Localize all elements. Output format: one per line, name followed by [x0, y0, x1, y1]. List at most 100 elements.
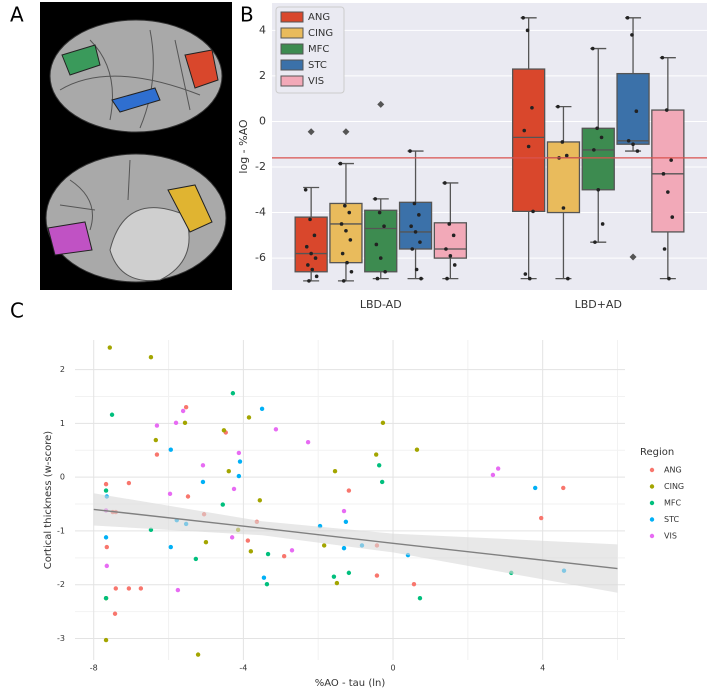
data-point [595, 126, 599, 131]
data-point [495, 466, 501, 471]
box [616, 72, 650, 145]
data-point [167, 491, 173, 497]
data-point [104, 544, 110, 550]
data-point [305, 439, 311, 445]
data-point [265, 551, 271, 557]
box [329, 202, 363, 264]
legend-marker [649, 500, 655, 506]
data-point [349, 269, 354, 274]
legend-marker [649, 517, 655, 522]
data-point [154, 452, 160, 457]
data-point [523, 272, 528, 276]
data-point [195, 652, 201, 657]
data-point [309, 251, 313, 256]
panel-label: B [240, 3, 254, 27]
data-point [257, 498, 263, 503]
data-point [310, 267, 315, 272]
data-point [418, 240, 422, 244]
data-point [625, 16, 630, 20]
data-point [344, 228, 348, 233]
data-point [561, 485, 566, 491]
data-point [408, 149, 412, 153]
data-point [112, 611, 118, 616]
data-point [634, 109, 639, 113]
data-point [341, 279, 346, 283]
data-point [530, 105, 534, 110]
outlier [342, 128, 350, 136]
data-point [670, 215, 675, 219]
data-point [321, 543, 327, 548]
data-point [556, 104, 560, 109]
data-point [273, 427, 279, 432]
data-point [343, 519, 349, 524]
y-tick-label: -6 [255, 251, 266, 264]
data-point [203, 540, 209, 545]
data-point [341, 545, 347, 551]
data-point [185, 494, 191, 499]
data-point [413, 230, 418, 234]
data-point [592, 148, 596, 152]
data-point [564, 153, 569, 158]
data-point [312, 233, 317, 238]
data-point [377, 210, 382, 215]
data-point [230, 391, 236, 396]
data-point [168, 544, 173, 550]
data-point [236, 473, 242, 479]
data-point [599, 135, 604, 140]
brain-image [40, 2, 232, 290]
data-point [348, 238, 353, 242]
data-point [103, 488, 109, 493]
data-point [383, 269, 387, 274]
legend-label: VIS [664, 532, 677, 541]
box [364, 209, 398, 273]
x-tick-label: LBD-AD [360, 298, 402, 311]
panel-label: C [10, 299, 24, 323]
legend-marker [649, 484, 655, 489]
data-point [451, 233, 456, 238]
data-point [373, 452, 379, 457]
data-point [221, 428, 227, 433]
data-point [522, 128, 527, 133]
box [546, 141, 581, 214]
data-point [347, 210, 352, 215]
data-point [521, 16, 525, 20]
data-point [103, 481, 109, 487]
data-point [374, 242, 379, 247]
x-tick-label: 0 [390, 664, 395, 673]
box [581, 127, 615, 191]
box [294, 216, 328, 273]
confidence-band [93, 493, 618, 593]
data-point [660, 55, 665, 60]
data-point [525, 28, 530, 33]
data-point [153, 437, 159, 443]
data-point [447, 222, 452, 226]
data-point [340, 251, 345, 256]
legend-swatch [280, 11, 304, 23]
data-point [343, 203, 347, 208]
y-tick-label: 2 [259, 69, 266, 82]
data-point [411, 581, 417, 587]
legend-title: Region [640, 447, 674, 458]
data-point [490, 472, 496, 478]
data-point [173, 420, 179, 426]
data-point [664, 108, 669, 112]
data-point [104, 563, 110, 569]
data-point [448, 254, 453, 258]
box [433, 222, 468, 259]
data-point [412, 201, 417, 206]
data-point [200, 479, 206, 485]
data-point [375, 276, 380, 281]
outlier [307, 128, 315, 136]
x-tick-label: -8 [90, 664, 98, 673]
data-point [154, 423, 160, 428]
data-point [168, 447, 173, 452]
data-point [417, 595, 423, 601]
data-point [538, 515, 544, 521]
regression-line [93, 508, 618, 570]
data-point [339, 222, 344, 226]
data-point [182, 420, 188, 426]
data-point [414, 447, 420, 452]
y-tick-label: 0 [259, 114, 266, 127]
data-point [662, 247, 667, 251]
